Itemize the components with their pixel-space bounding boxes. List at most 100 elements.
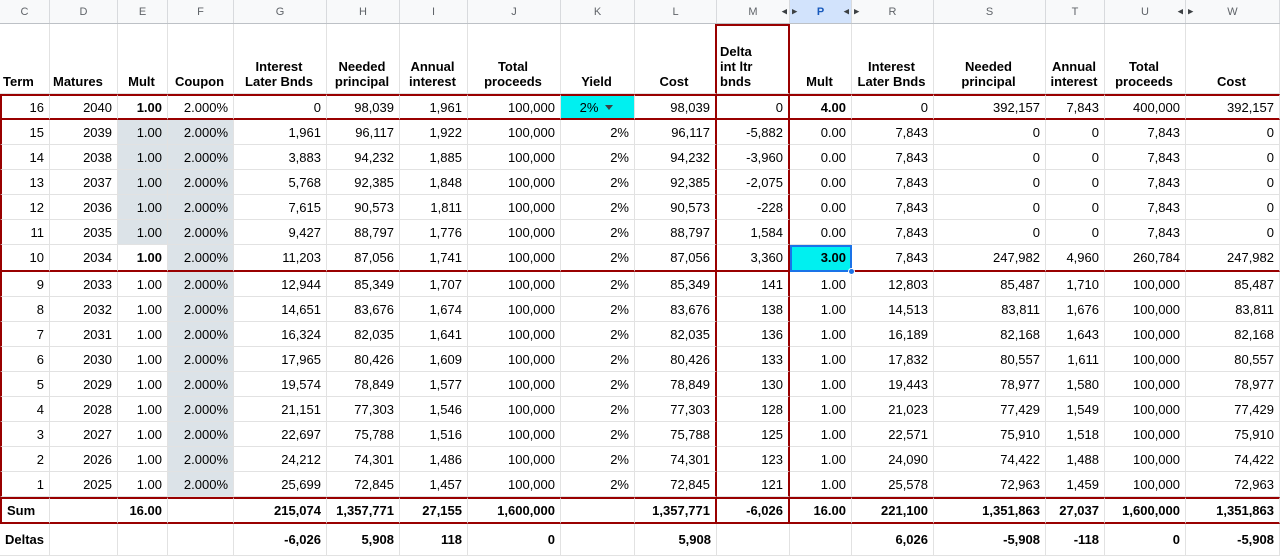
cell-E-10[interactable]: 1.00: [118, 245, 168, 272]
cell-P-16[interactable]: 4.00: [790, 94, 852, 120]
cell-P-6[interactable]: 1.00: [790, 347, 852, 372]
cell-P-1[interactable]: 1.00: [790, 472, 852, 497]
cell-U-13[interactable]: 7,843: [1105, 170, 1186, 195]
cell-E-3[interactable]: 1.00: [118, 422, 168, 447]
cell-E-5[interactable]: 1.00: [118, 372, 168, 397]
cell-U-1[interactable]: 100,000: [1105, 472, 1186, 497]
cell-F-12[interactable]: 2.000%: [168, 195, 234, 220]
cell-K-10[interactable]: 2%: [561, 245, 635, 272]
cell-P-7[interactable]: 1.00: [790, 322, 852, 347]
cell-R-11[interactable]: 7,843: [852, 220, 934, 245]
cell-T-15[interactable]: 0: [1046, 120, 1105, 145]
cell-L-deltas[interactable]: 5,908: [635, 524, 717, 556]
cell-W-1[interactable]: 72,963: [1186, 472, 1280, 497]
cell-T-14[interactable]: 0: [1046, 145, 1105, 170]
cell-C-10[interactable]: 10: [0, 245, 50, 272]
cell-D-16[interactable]: 2040: [50, 94, 118, 120]
cell-L-4[interactable]: 77,303: [635, 397, 717, 422]
column-header-W[interactable]: W ▶: [1186, 0, 1280, 23]
cell-J-14[interactable]: 100,000: [468, 145, 561, 170]
column-header-P[interactable]: P ▶ ◀: [790, 0, 852, 23]
cell-S-4[interactable]: 77,429: [934, 397, 1046, 422]
cell-G-7[interactable]: 16,324: [234, 322, 327, 347]
cell-H-9[interactable]: 85,349: [327, 272, 400, 297]
cell-T-6[interactable]: 1,611: [1046, 347, 1105, 372]
cell-I-10[interactable]: 1,741: [400, 245, 468, 272]
cell-W-14[interactable]: 0: [1186, 145, 1280, 170]
column-header-F[interactable]: F: [168, 0, 234, 23]
header-cell-C[interactable]: Term: [0, 24, 50, 94]
cell-D-3[interactable]: 2027: [50, 422, 118, 447]
cell-M-5[interactable]: 130: [717, 372, 790, 397]
cell-K-7[interactable]: 2%: [561, 322, 635, 347]
cell-E-sum[interactable]: 16.00: [118, 497, 168, 524]
hidden-columns-indicator-icon[interactable]: ◀: [781, 8, 787, 15]
cell-I-5[interactable]: 1,577: [400, 372, 468, 397]
cell-J-15[interactable]: 100,000: [468, 120, 561, 145]
cell-G-9[interactable]: 12,944: [234, 272, 327, 297]
cell-F-sum[interactable]: [168, 497, 234, 524]
cell-I-sum[interactable]: 27,155: [400, 497, 468, 524]
cell-U-5[interactable]: 100,000: [1105, 372, 1186, 397]
cell-S-5[interactable]: 78,977: [934, 372, 1046, 397]
cell-U-7[interactable]: 100,000: [1105, 322, 1186, 347]
cell-W-4[interactable]: 77,429: [1186, 397, 1280, 422]
column-header-T[interactable]: T: [1046, 0, 1105, 23]
cell-M-3[interactable]: 125: [717, 422, 790, 447]
cell-G-11[interactable]: 9,427: [234, 220, 327, 245]
cell-T-10[interactable]: 4,960: [1046, 245, 1105, 272]
cell-J-7[interactable]: 100,000: [468, 322, 561, 347]
cell-D-5[interactable]: 2029: [50, 372, 118, 397]
cell-U-2[interactable]: 100,000: [1105, 447, 1186, 472]
cell-D-6[interactable]: 2030: [50, 347, 118, 372]
cell-R-8[interactable]: 14,513: [852, 297, 934, 322]
cell-P-8[interactable]: 1.00: [790, 297, 852, 322]
cell-T-sum[interactable]: 27,037: [1046, 497, 1105, 524]
cell-G-13[interactable]: 5,768: [234, 170, 327, 195]
cell-K-6[interactable]: 2%: [561, 347, 635, 372]
cell-E-11[interactable]: 1.00: [118, 220, 168, 245]
column-header-J[interactable]: J: [468, 0, 561, 23]
cell-G-3[interactable]: 22,697: [234, 422, 327, 447]
cell-D-9[interactable]: 2033: [50, 272, 118, 297]
cell-P-3[interactable]: 1.00: [790, 422, 852, 447]
cell-K-14[interactable]: 2%: [561, 145, 635, 170]
cell-F-10[interactable]: 2.000%: [168, 245, 234, 272]
cell-L-12[interactable]: 90,573: [635, 195, 717, 220]
column-header-E[interactable]: E: [118, 0, 168, 23]
cell-D-15[interactable]: 2039: [50, 120, 118, 145]
cell-F-8[interactable]: 2.000%: [168, 297, 234, 322]
cell-M-1[interactable]: 121: [717, 472, 790, 497]
cell-T-13[interactable]: 0: [1046, 170, 1105, 195]
cell-U-11[interactable]: 7,843: [1105, 220, 1186, 245]
cell-S-15[interactable]: 0: [934, 120, 1046, 145]
cell-I-8[interactable]: 1,674: [400, 297, 468, 322]
cell-K-16[interactable]: 2%: [561, 94, 635, 120]
cell-R-16[interactable]: 0: [852, 94, 934, 120]
column-header-D[interactable]: D: [50, 0, 118, 23]
cell-H-12[interactable]: 90,573: [327, 195, 400, 220]
cell-M-16[interactable]: 0: [717, 94, 790, 120]
cell-H-14[interactable]: 94,232: [327, 145, 400, 170]
cell-H-4[interactable]: 77,303: [327, 397, 400, 422]
cell-H-11[interactable]: 88,797: [327, 220, 400, 245]
cell-W-5[interactable]: 78,977: [1186, 372, 1280, 397]
cell-E-9[interactable]: 1.00: [118, 272, 168, 297]
cell-W-9[interactable]: 85,487: [1186, 272, 1280, 297]
hidden-columns-indicator-icon[interactable]: ◀: [843, 8, 849, 15]
cell-E-12[interactable]: 1.00: [118, 195, 168, 220]
column-header-C[interactable]: C: [0, 0, 50, 23]
cell-J-deltas[interactable]: 0: [468, 524, 561, 556]
cell-P-12[interactable]: 0.00: [790, 195, 852, 220]
cell-U-3[interactable]: 100,000: [1105, 422, 1186, 447]
header-cell-G[interactable]: Interest Later Bnds: [234, 24, 327, 94]
cell-K-4[interactable]: 2%: [561, 397, 635, 422]
column-header-L[interactable]: L: [635, 0, 717, 23]
cell-U-6[interactable]: 100,000: [1105, 347, 1186, 372]
cell-F-5[interactable]: 2.000%: [168, 372, 234, 397]
cell-H-sum[interactable]: 1,357,771: [327, 497, 400, 524]
cell-I-6[interactable]: 1,609: [400, 347, 468, 372]
cell-M-6[interactable]: 133: [717, 347, 790, 372]
cell-I-14[interactable]: 1,885: [400, 145, 468, 170]
cell-P-deltas[interactable]: [790, 524, 852, 556]
